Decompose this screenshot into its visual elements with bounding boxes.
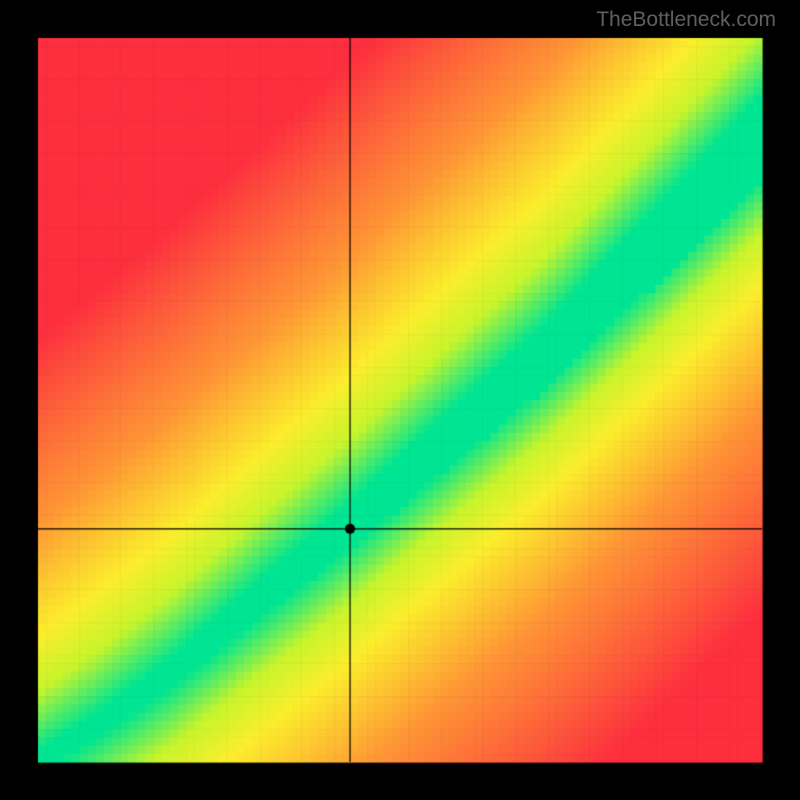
watermark-text: TheBottleneck.com [596, 8, 776, 32]
chart-container: TheBottleneck.com [0, 0, 800, 800]
heatmap-canvas [0, 0, 800, 800]
